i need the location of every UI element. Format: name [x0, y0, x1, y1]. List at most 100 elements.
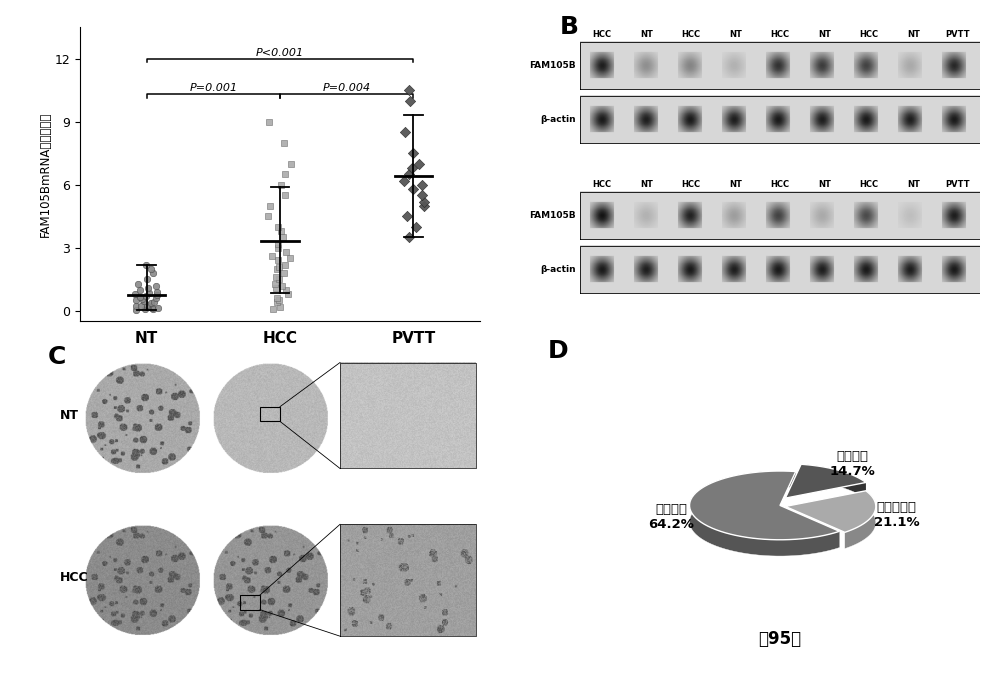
Point — [401, 169, 417, 180]
Text: β-actin: β-actin — [540, 115, 576, 124]
Polygon shape — [690, 471, 840, 540]
Point — [150, 302, 166, 313]
Point — [145, 304, 161, 315]
Text: FAM105B: FAM105B — [529, 211, 576, 220]
Text: C: C — [48, 345, 66, 369]
Text: NT: NT — [907, 180, 920, 189]
Point — [277, 169, 293, 180]
Point — [274, 280, 290, 291]
Point — [268, 272, 284, 283]
Point — [139, 301, 155, 312]
Point — [128, 295, 144, 306]
Point — [405, 148, 421, 159]
Polygon shape — [690, 471, 840, 556]
Point — [414, 179, 430, 190]
Point — [402, 95, 418, 106]
Point — [276, 137, 292, 148]
Point — [146, 297, 162, 308]
Point — [276, 268, 292, 279]
Point — [262, 200, 278, 211]
Point — [261, 116, 277, 127]
Point — [277, 190, 293, 201]
Text: 表达下调
14.7%: 表达下调 14.7% — [830, 450, 875, 477]
Text: NT: NT — [729, 30, 742, 39]
Point — [149, 290, 165, 300]
Point — [273, 179, 289, 190]
Point — [278, 247, 294, 258]
Point — [145, 268, 161, 279]
Point — [127, 289, 143, 300]
Text: PVTT: PVTT — [945, 30, 970, 39]
Text: HCC: HCC — [682, 30, 701, 39]
Point — [404, 163, 420, 174]
Point — [269, 293, 285, 304]
Point — [278, 284, 294, 295]
Text: NT: NT — [818, 180, 831, 189]
Point — [128, 304, 144, 315]
Point — [280, 289, 296, 300]
Point — [283, 158, 299, 169]
Text: HCC: HCC — [770, 30, 790, 39]
Point — [408, 221, 424, 232]
Point — [396, 175, 412, 186]
Text: NT: NT — [640, 30, 653, 39]
Point — [134, 294, 150, 304]
Point — [143, 263, 159, 274]
Point — [140, 282, 156, 293]
Point — [270, 238, 286, 249]
Point — [270, 242, 286, 253]
Text: 內95例: 內95例 — [758, 630, 802, 648]
Text: HCC: HCC — [593, 180, 612, 189]
Point — [141, 287, 157, 298]
Point — [138, 259, 154, 270]
Text: HCC: HCC — [859, 30, 878, 39]
Point — [282, 253, 298, 264]
Point — [399, 211, 415, 222]
Bar — [260, 407, 280, 422]
Text: HCC: HCC — [682, 180, 701, 189]
Point — [401, 85, 417, 96]
Polygon shape — [845, 491, 876, 549]
Point — [414, 190, 430, 201]
Text: NT: NT — [640, 180, 653, 189]
Point — [132, 284, 148, 295]
Polygon shape — [785, 491, 876, 532]
Point — [139, 299, 155, 310]
Text: NT: NT — [818, 30, 831, 39]
Point — [128, 301, 144, 312]
Text: NT: NT — [907, 30, 920, 39]
Point — [267, 278, 283, 289]
Text: 表达上调
64.2%: 表达上调 64.2% — [648, 503, 694, 531]
Point — [149, 287, 165, 298]
Point — [275, 232, 291, 243]
Point — [416, 196, 432, 207]
Point — [140, 302, 156, 313]
Point — [260, 211, 276, 222]
Point — [139, 274, 155, 285]
Point — [405, 184, 421, 195]
Point — [133, 300, 149, 311]
Text: HCC: HCC — [770, 180, 790, 189]
Text: FAM105B: FAM105B — [529, 61, 576, 70]
Text: P=0.004: P=0.004 — [323, 83, 371, 94]
Point — [268, 282, 284, 293]
Point — [271, 274, 287, 285]
Point — [137, 303, 153, 314]
Point — [401, 232, 417, 243]
Point — [411, 158, 427, 169]
Point — [130, 278, 146, 289]
Point — [144, 303, 160, 314]
Text: NT: NT — [729, 180, 742, 189]
Text: NT: NT — [60, 409, 79, 422]
Text: HCC: HCC — [593, 30, 612, 39]
Point — [277, 259, 293, 270]
Point — [148, 293, 164, 304]
Point — [272, 301, 288, 312]
Y-axis label: FAM105BmRNA相对表达量: FAM105BmRNA相对表达量 — [39, 112, 52, 237]
Point — [269, 297, 285, 308]
Text: P<0.001: P<0.001 — [256, 47, 304, 58]
Point — [138, 291, 154, 302]
Point — [269, 263, 285, 274]
Text: HCC: HCC — [859, 180, 878, 189]
Text: β-actin: β-actin — [540, 265, 576, 275]
